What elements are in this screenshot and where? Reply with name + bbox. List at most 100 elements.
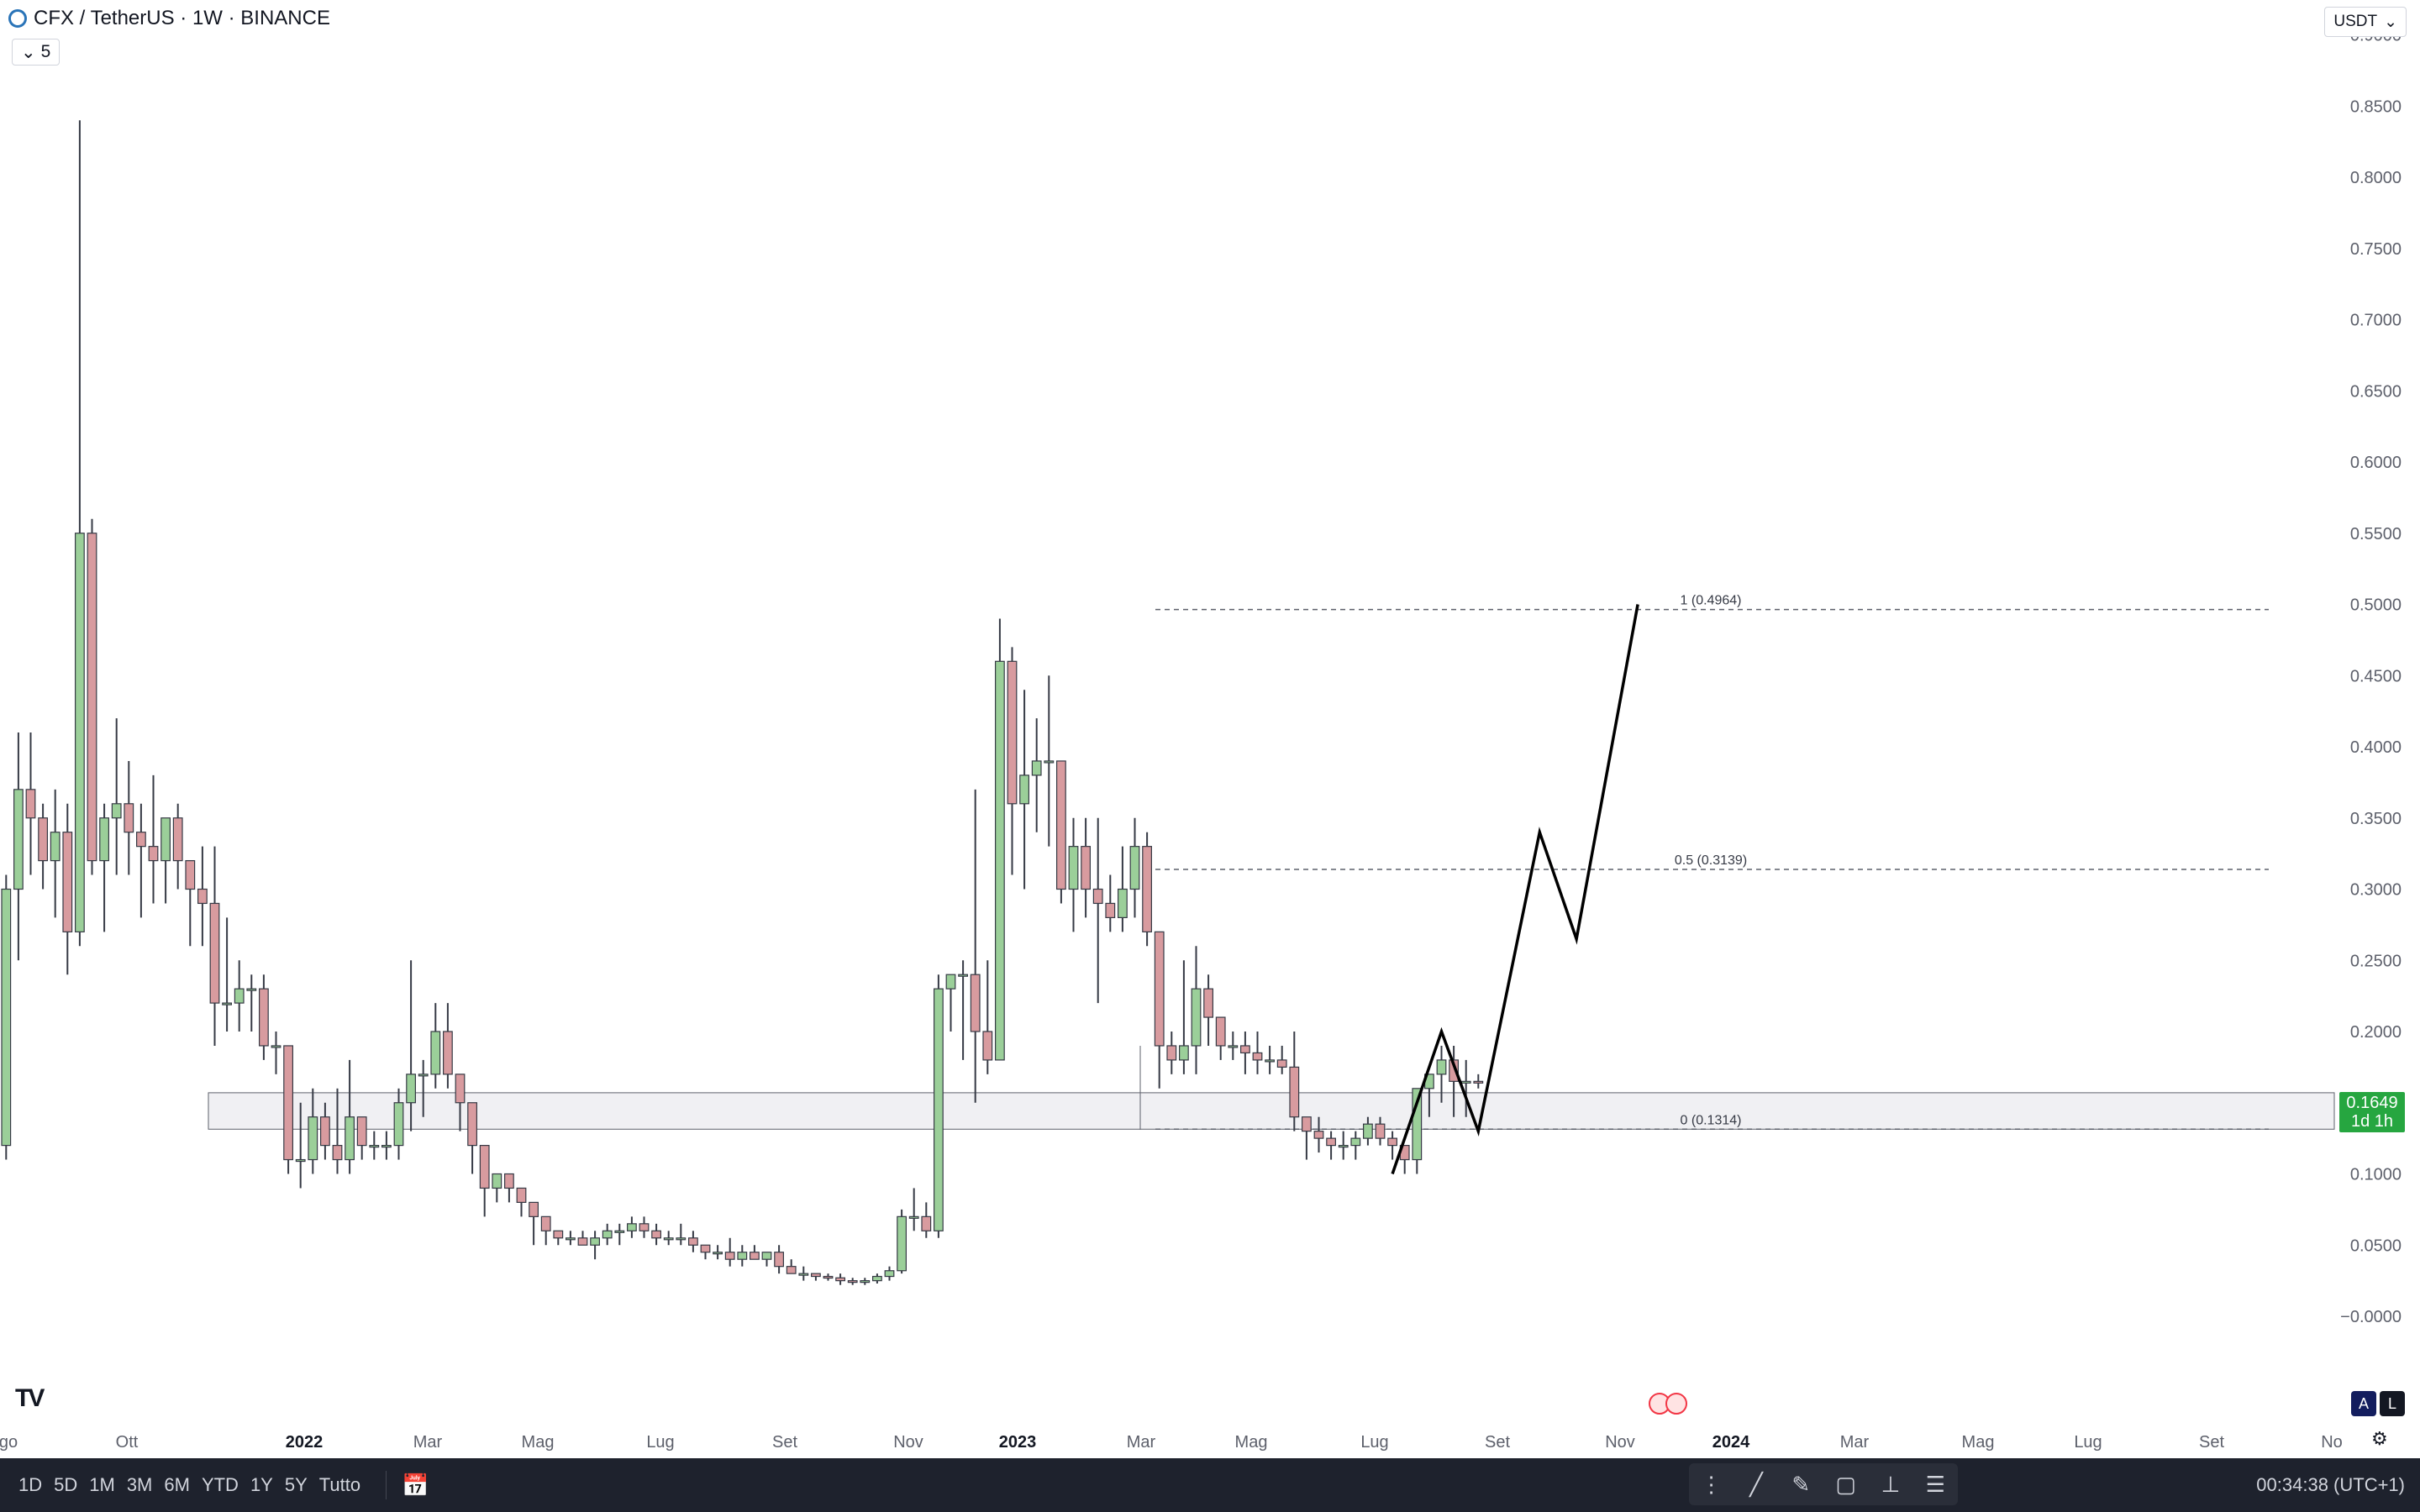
- fib-retracement-icon[interactable]: ☰: [1925, 1471, 1945, 1497]
- symbol-header[interactable]: CFX / TetherUS · 1W · BINANCE: [8, 7, 330, 30]
- candle-body: [1239, 1045, 1250, 1054]
- x-axis-tick-label: Ott: [116, 1433, 139, 1452]
- candle-body: [1068, 846, 1079, 890]
- auto-scale-button[interactable]: A: [2351, 1391, 2376, 1416]
- y-axis-tick-label: −0.0000: [2340, 1308, 2402, 1326]
- tradingview-logo-icon[interactable]: TV: [15, 1384, 45, 1412]
- measure-icon[interactable]: ⊥: [1881, 1471, 1901, 1497]
- candle-body: [1460, 1080, 1471, 1084]
- events-icons[interactable]: [1649, 1393, 1687, 1415]
- support-zone-rectangle[interactable]: [208, 1092, 2335, 1130]
- price-chart[interactable]: 1 (0.4964)0.5 (0.3139)0 (0.1314)0.90000.…: [0, 0, 2420, 1458]
- fib-level-label: 0 (0.1314): [1681, 1113, 1742, 1127]
- x-axis-tick-label: Mar: [413, 1433, 443, 1452]
- candle-body: [994, 660, 1005, 1061]
- candle-body: [62, 832, 73, 932]
- candle-body: [1350, 1137, 1361, 1147]
- candle-body: [1387, 1137, 1398, 1147]
- candle-body: [234, 988, 245, 1004]
- y-axis-tick-label: 0.3500: [2350, 810, 2402, 828]
- y-axis-tick-label: 0.2000: [2350, 1023, 2402, 1042]
- candle-body: [626, 1223, 637, 1231]
- indicator-count: 5: [40, 42, 51, 61]
- candle-body: [1092, 888, 1103, 905]
- candle-body: [320, 1116, 330, 1147]
- range-button-5d[interactable]: 5D: [54, 1474, 78, 1495]
- x-axis-tick-label: 2022: [286, 1433, 324, 1452]
- candle-body: [124, 803, 134, 833]
- indicators-toggle-button[interactable]: ⌄ 5: [12, 39, 60, 66]
- y-axis-tick-label: 0.1000: [2350, 1166, 2402, 1184]
- candle-body: [1191, 988, 1202, 1047]
- candle-body: [529, 1201, 539, 1217]
- candle-body: [1301, 1116, 1312, 1132]
- candle-body: [786, 1266, 797, 1274]
- candle-body: [1276, 1059, 1287, 1068]
- drag-handle-icon[interactable]: ⋮: [1700, 1471, 1723, 1497]
- candle-body: [639, 1223, 650, 1231]
- settings-gear-icon[interactable]: ⚙: [2371, 1428, 2388, 1449]
- candle-body: [958, 974, 969, 977]
- candle-body: [1362, 1123, 1373, 1139]
- range-button-ytd[interactable]: YTD: [201, 1474, 239, 1495]
- candle-body: [442, 1031, 453, 1075]
- candle-body: [516, 1187, 527, 1203]
- candle-body: [1215, 1016, 1226, 1047]
- candle-body: [1031, 760, 1042, 776]
- range-button-1m[interactable]: 1M: [89, 1474, 115, 1495]
- x-axis-tick-label: Mar: [1840, 1433, 1870, 1452]
- candle-body: [209, 902, 220, 1004]
- x-axis-tick-label: Set: [2199, 1433, 2224, 1452]
- range-button-6m[interactable]: 6M: [164, 1474, 190, 1495]
- rectangle-icon[interactable]: ▢: [1835, 1471, 1856, 1497]
- candle-body: [970, 974, 981, 1032]
- candle-body: [455, 1074, 466, 1104]
- go-to-date-icon[interactable]: 📅: [402, 1472, 429, 1498]
- brush-icon[interactable]: ✎: [1791, 1471, 1811, 1497]
- candle-body: [418, 1074, 429, 1077]
- cfx-logo-icon: [8, 9, 27, 28]
- candle-body: [933, 988, 944, 1231]
- candle-body: [700, 1244, 711, 1253]
- range-button-tutto[interactable]: Tutto: [318, 1474, 361, 1495]
- candle-body: [553, 1230, 564, 1239]
- candle-body: [1338, 1144, 1349, 1148]
- candle-body: [345, 1116, 355, 1161]
- candle-body: [369, 1144, 380, 1148]
- candle-body: [1117, 888, 1128, 919]
- candle-body: [1105, 902, 1116, 918]
- trend-line-icon[interactable]: ╱: [1749, 1471, 1763, 1497]
- projection-path-line[interactable]: [1391, 604, 1639, 1175]
- candle-body: [74, 533, 85, 932]
- candle-body: [540, 1215, 551, 1231]
- candle-body: [1142, 846, 1153, 932]
- us-flag-event-icon-2[interactable]: [1665, 1393, 1687, 1415]
- range-button-1y[interactable]: 1Y: [250, 1474, 273, 1495]
- x-axis-tick-label: Lug: [646, 1433, 674, 1452]
- bottom-toolbar: 1D 5D 1M 3M 6M YTD 1Y 5Y Tutto 📅 00:34:38 (UTC+1…: [0, 1458, 2420, 1512]
- candle-body: [1313, 1131, 1324, 1139]
- log-scale-button[interactable]: L: [2380, 1391, 2405, 1416]
- candle-body: [590, 1237, 600, 1246]
- candle-body: [1265, 1059, 1276, 1063]
- x-axis-tick-label: Mar: [1127, 1433, 1156, 1452]
- fib-level-label: 1 (0.4964): [1681, 594, 1742, 608]
- candle-body: [271, 1045, 281, 1048]
- x-axis-tick-label: Nov: [1605, 1433, 1635, 1452]
- candle-body: [38, 817, 48, 862]
- x-axis-tick-label: Lug: [1360, 1433, 1388, 1452]
- y-axis-tick-label: 0.6500: [2350, 382, 2402, 401]
- y-axis-tick-label: 0.8500: [2350, 97, 2402, 116]
- currency-selector[interactable]: USDT ⌄: [2324, 7, 2407, 37]
- candle-body: [810, 1273, 821, 1278]
- range-button-5y[interactable]: 5Y: [284, 1474, 308, 1495]
- x-axis-tick-label: Mag: [522, 1433, 555, 1452]
- candle-body: [1228, 1045, 1239, 1048]
- range-button-3m[interactable]: 3M: [126, 1474, 153, 1495]
- chevron-down-icon: ⌄: [21, 42, 36, 62]
- candle-body: [737, 1252, 748, 1260]
- candle-body: [1007, 660, 1018, 805]
- range-button-1d[interactable]: 1D: [18, 1474, 43, 1495]
- candle-body: [283, 1045, 293, 1161]
- symbol-title: CFX / TetherUS · 1W · BINANCE: [34, 7, 330, 29]
